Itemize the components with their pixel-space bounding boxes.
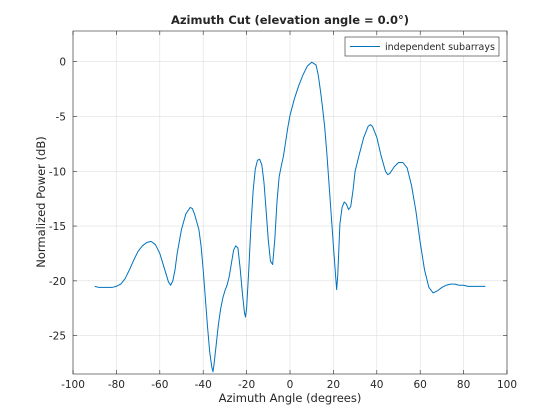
y-tick-label: 0 <box>59 57 66 69</box>
x-tick-label: 100 <box>497 379 517 391</box>
y-tick-label: -20 <box>49 276 66 288</box>
x-tick-label: 60 <box>414 379 427 391</box>
x-tick-label: 0 <box>287 379 294 391</box>
legend-box <box>344 36 500 57</box>
legend-label: independent subarrays <box>385 42 495 53</box>
y-axis-label: Normalized Power (dB) <box>34 136 48 267</box>
x-tick-label: 80 <box>457 379 470 391</box>
chart-title: Azimuth Cut (elevation angle = 0.0°) <box>171 13 409 27</box>
x-tick-label: 40 <box>370 379 383 391</box>
x-tick-label: -20 <box>238 379 255 391</box>
series-layer <box>94 61 486 373</box>
x-tick-label: -40 <box>195 379 212 391</box>
y-tick-label: -10 <box>49 166 66 178</box>
y-tick-label: -5 <box>56 111 66 123</box>
y-tick-label: -15 <box>49 221 66 233</box>
series-line <box>94 61 486 373</box>
y-tick-label: -25 <box>49 331 66 343</box>
ticks: -100 -80 -60 -40 -20 0 20 40 60 80 100 0 -5 -10 -15 -20… <box>49 31 517 391</box>
x-tick-label: 20 <box>327 379 340 391</box>
legend: independent subarrays <box>344 36 500 57</box>
x-tick-label: -60 <box>151 379 168 391</box>
x-tick-label: -100 <box>61 379 85 391</box>
x-axis-label: Azimuth Angle (degrees) <box>219 391 362 405</box>
x-tick-label: -80 <box>108 379 125 391</box>
grid <box>72 31 508 374</box>
